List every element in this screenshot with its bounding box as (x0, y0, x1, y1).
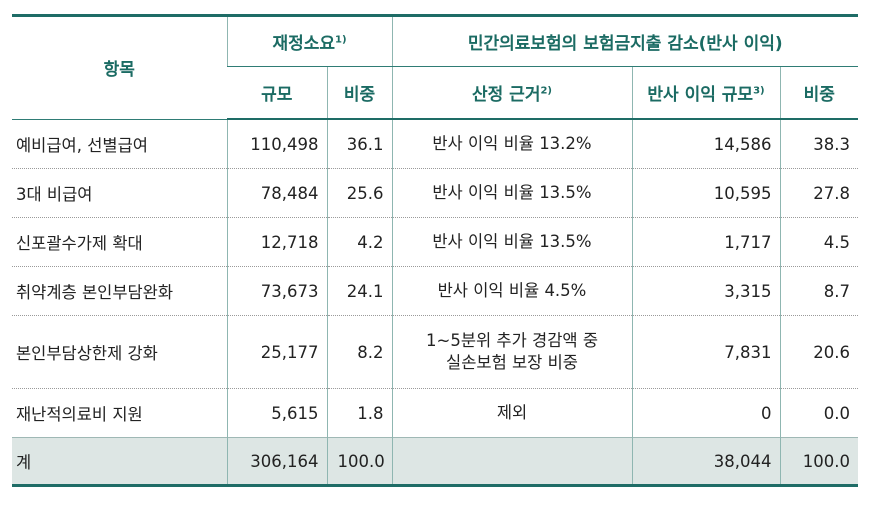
total-benefit-share: 100.0 (779, 437, 858, 487)
header-fiscal: 재정소요1) (226, 14, 392, 67)
row-item: 본인부담상한제 강화 (12, 315, 227, 389)
row-share: 24.1 (326, 266, 392, 316)
table-container: 항목 재정소요1) 민간의료보험의 보험금지출 감소(반사 이익) 규모 비중 … (12, 14, 858, 487)
total-benefit: 38,044 (631, 437, 780, 487)
row-basis: 제외 (391, 388, 632, 438)
data-table: 항목 재정소요1) 민간의료보험의 보험금지출 감소(반사 이익) 규모 비중 … (12, 14, 858, 487)
row-benefit-share: 0.0 (779, 388, 858, 438)
total-basis (391, 437, 632, 487)
table-row: 3대 비급여 78,484 25.6 반사 이익 비율 13.5% 10,595… (12, 168, 858, 218)
table-row: 재난적의료비 지원 5,615 1.8 제외 0 0.0 (12, 388, 858, 438)
header-scale: 규모 (227, 66, 327, 120)
row-item: 예비급여, 선별급여 (12, 119, 227, 169)
table-header: 항목 재정소요1) 민간의료보험의 보험금지출 감소(반사 이익) 규모 비중 … (12, 14, 858, 120)
row-benefit: 10,595 (631, 168, 780, 218)
row-benefit-share: 20.6 (779, 315, 858, 389)
table-row: 신포괄수가제 확대 12,718 4.2 반사 이익 비율 13.5% 1,71… (12, 217, 858, 267)
row-basis: 1~5분위 추가 경감액 중 실손보험 보장 비중 (391, 315, 632, 389)
row-item: 신포괄수가제 확대 (12, 217, 227, 267)
header-benefit-share: 비중 (779, 66, 858, 120)
header-benefit-scale: 반사 이익 규모3) (631, 66, 780, 120)
table-row: 예비급여, 선별급여 110,498 36.1 반사 이익 비율 13.2% 1… (12, 119, 858, 169)
header-item: 항목 (12, 14, 227, 120)
row-basis: 반사 이익 비율 4.5% (391, 266, 632, 316)
header-share: 비중 (326, 66, 392, 120)
total-share: 100.0 (326, 437, 392, 487)
row-share: 36.1 (326, 119, 392, 169)
total-item: 계 (12, 437, 227, 487)
row-share: 4.2 (326, 217, 392, 267)
row-benefit: 14,586 (631, 119, 780, 169)
row-benefit: 7,831 (631, 315, 780, 389)
table-row: 본인부담상한제 강화 25,177 8.2 1~5분위 추가 경감액 중 실손보험… (12, 315, 858, 389)
row-scale: 73,673 (226, 266, 327, 316)
row-benefit-share: 38.3 (779, 119, 858, 169)
row-benefit: 1,717 (631, 217, 780, 267)
row-basis: 반사 이익 비율 13.5% (391, 217, 632, 267)
row-item: 3대 비급여 (12, 168, 227, 218)
table-row: 취약계층 본인부담완화 73,673 24.1 반사 이익 비율 4.5% 3,… (12, 266, 858, 316)
row-basis: 반사 이익 비율 13.2% (391, 119, 632, 169)
row-benefit: 3,315 (631, 266, 780, 316)
table-body: 예비급여, 선별급여 110,498 36.1 반사 이익 비율 13.2% 1… (12, 119, 858, 487)
row-scale: 25,177 (226, 315, 327, 389)
header-private-insurance: 민간의료보험의 보험금지출 감소(반사 이익) (391, 14, 858, 67)
row-share: 8.2 (326, 315, 392, 389)
total-row: 계 306,164 100.0 38,044 100.0 (12, 437, 858, 487)
row-benefit: 0 (631, 388, 780, 438)
row-share: 1.8 (326, 388, 392, 438)
row-scale: 78,484 (226, 168, 327, 218)
total-scale: 306,164 (226, 437, 327, 487)
row-basis: 반사 이익 비율 13.5% (391, 168, 632, 218)
row-scale: 12,718 (226, 217, 327, 267)
row-item: 재난적의료비 지원 (12, 388, 227, 438)
row-benefit-share: 8.7 (779, 266, 858, 316)
row-benefit-share: 4.5 (779, 217, 858, 267)
row-benefit-share: 27.8 (779, 168, 858, 218)
row-share: 25.6 (326, 168, 392, 218)
header-basis: 산정 근거2) (391, 66, 632, 120)
row-item: 취약계층 본인부담완화 (12, 266, 227, 316)
row-scale: 5,615 (226, 388, 327, 438)
row-scale: 110,498 (226, 119, 327, 169)
